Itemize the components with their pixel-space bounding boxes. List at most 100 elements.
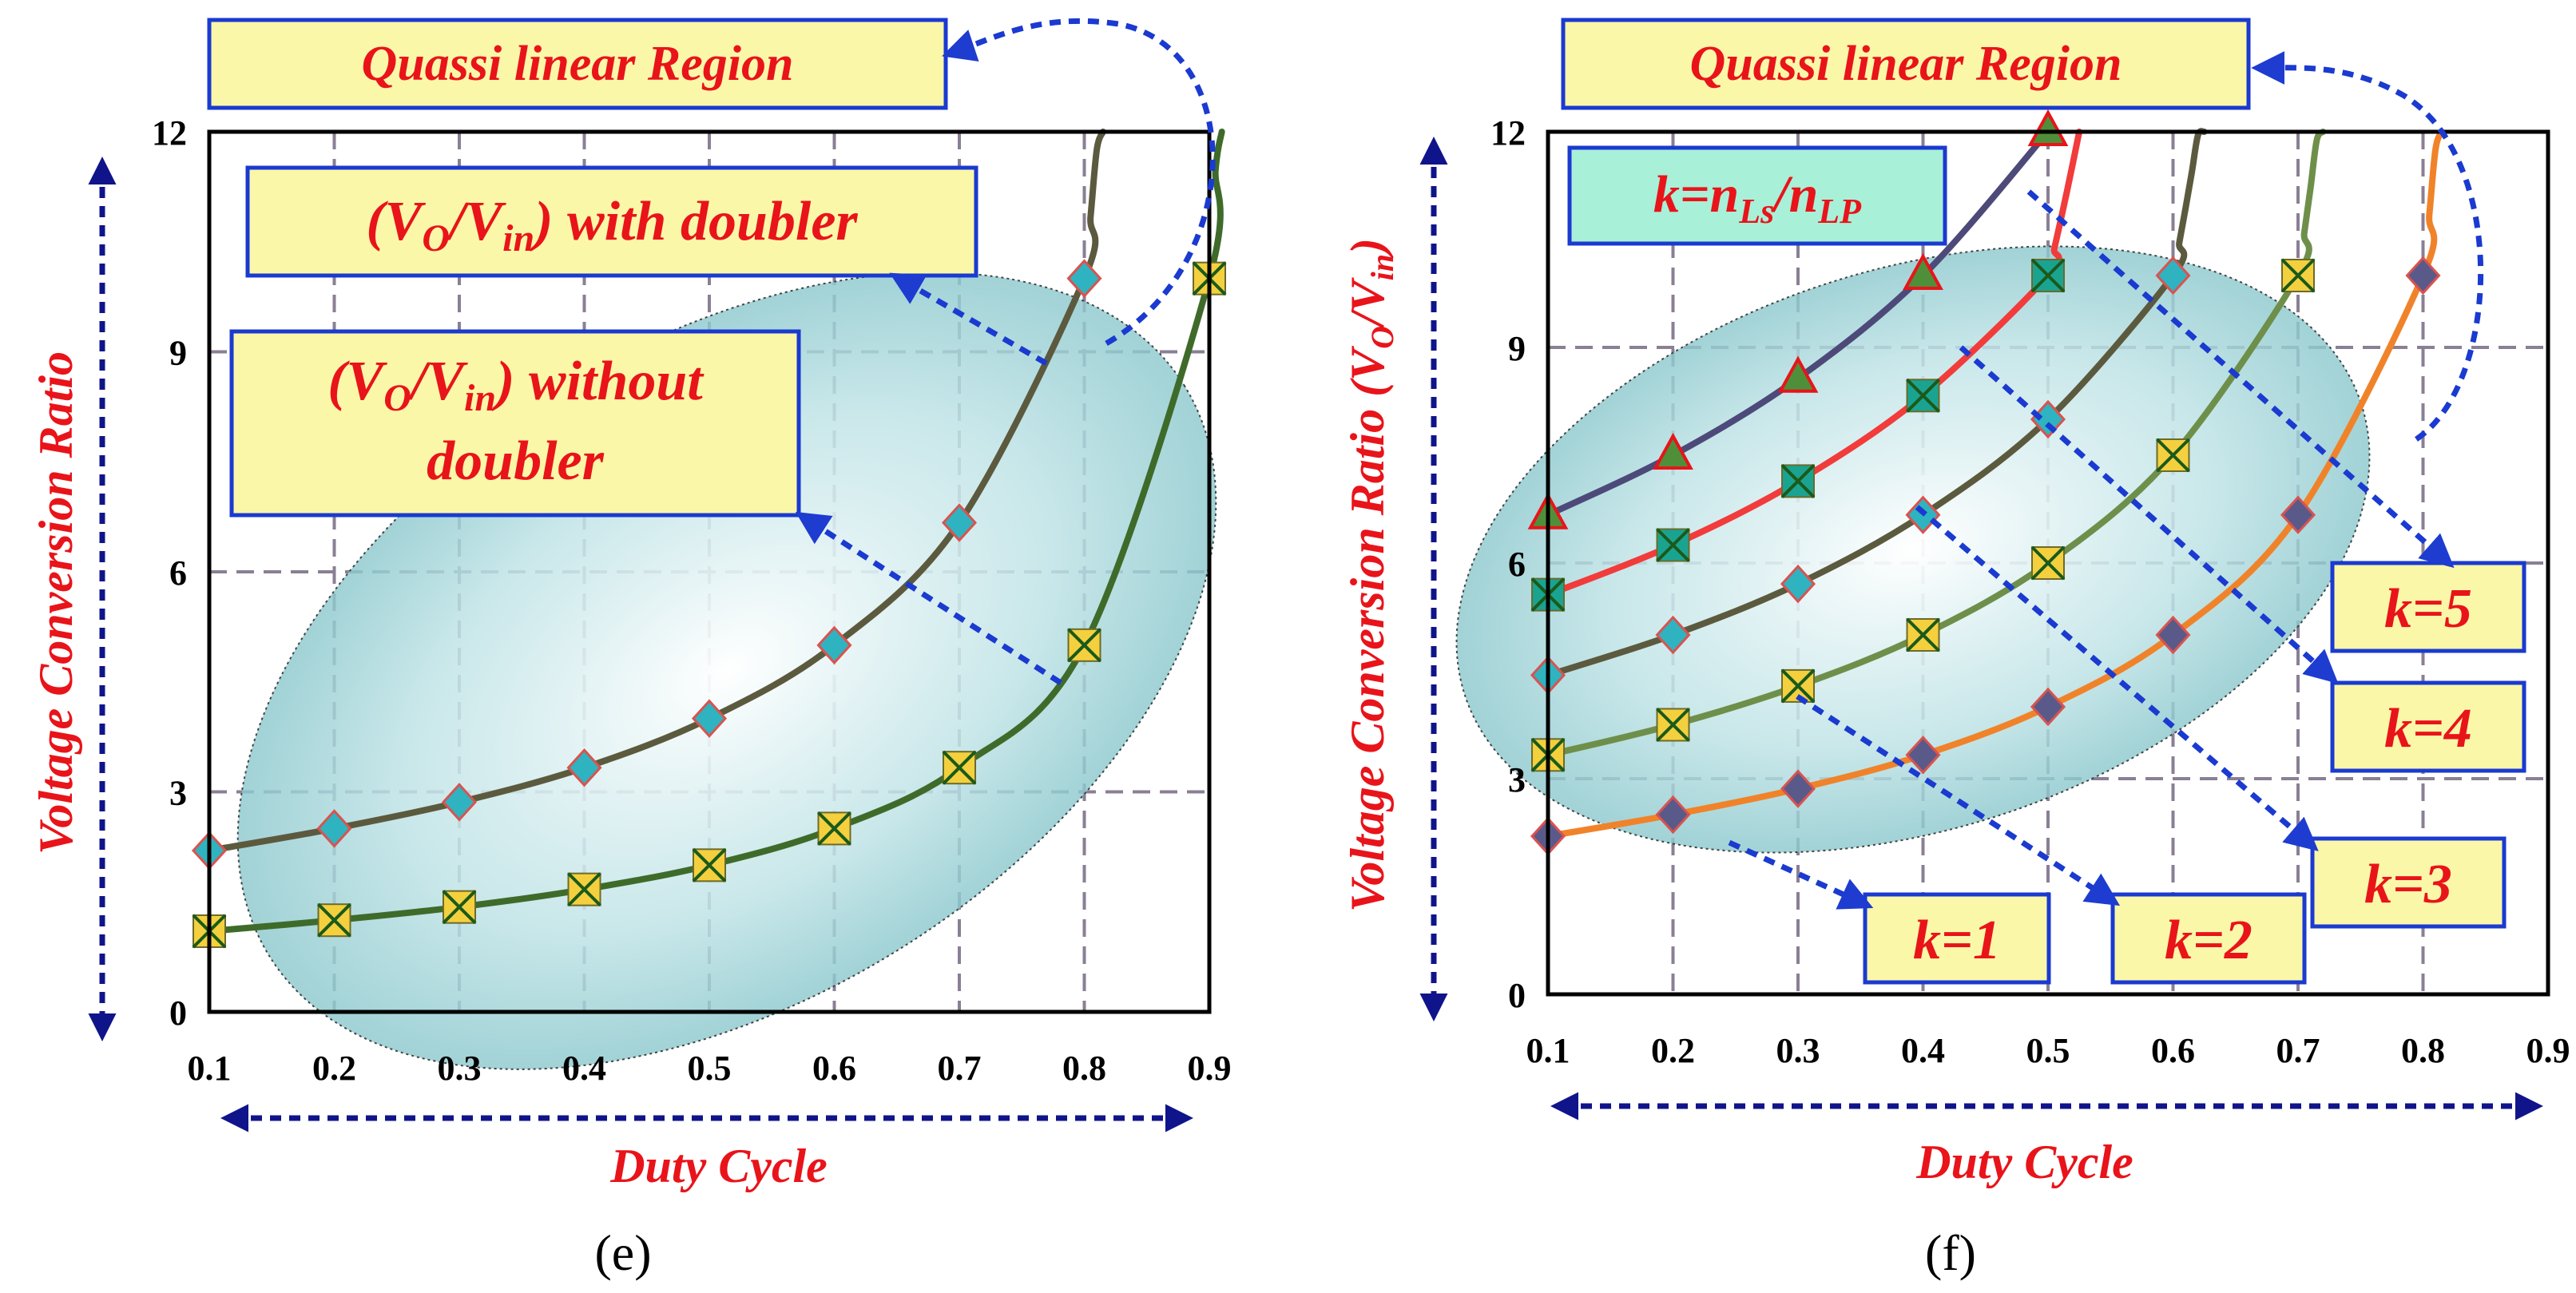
x-tick-label: 0.3 <box>1776 1031 1820 1070</box>
y-tick-label: 12 <box>1490 113 1526 153</box>
x-tick-label: 0.1 <box>1526 1031 1570 1070</box>
marker-cross <box>1656 708 1690 742</box>
chart-e-without-doubler-label-1: (VO/Vin) without <box>327 351 705 419</box>
chart-f-caption: (f) <box>1925 1224 1976 1281</box>
chart-e-ticks: 0.1 0.2 0.3 0.4 0.5 0.6 0.7 0.8 0.9 0 3 6 9 12 <box>152 113 1232 1088</box>
data-point-e-1-2 <box>442 890 477 925</box>
data-point-f-4-2 <box>1777 355 1819 393</box>
chart-f-k1-label: k=1 <box>1913 910 2001 971</box>
data-point-e-0-4 <box>691 699 728 738</box>
data-point-e-1-1 <box>317 902 351 938</box>
marker-cross <box>817 811 851 846</box>
marker-cross <box>2030 258 2066 293</box>
chart-e-plot-frame <box>207 129 1212 1014</box>
data-point-f-4-4 <box>2027 109 2069 146</box>
chart-e-xlabel: Duty Cycle <box>609 1140 828 1192</box>
y-tick-label: 9 <box>169 334 187 373</box>
x-tick-label: 0.4 <box>562 1049 606 1088</box>
marker-cross <box>1906 617 1940 652</box>
data-point-f-2-5 <box>2155 256 2191 295</box>
marker-cross <box>1656 528 1690 562</box>
chart-f-region-arrow <box>2251 50 2484 442</box>
x-tick-label: 0.5 <box>688 1049 732 1088</box>
chart-f-k2-label: k=2 <box>2165 910 2253 971</box>
data-point-e-0-2 <box>441 783 478 822</box>
x-tick-label: 0.6 <box>812 1049 856 1088</box>
data-point-f-4-1 <box>1653 432 1693 470</box>
chart-f-k2-box <box>2110 892 2307 985</box>
chart-f-ylabel: Voltage Conversion Ratio (VO/Vin) <box>1341 238 1400 912</box>
series-line-f-2 <box>1545 128 2208 679</box>
chart-f-k3-box <box>2310 836 2507 929</box>
y-tick-label: 6 <box>169 553 187 593</box>
marker-cross <box>2030 545 2066 581</box>
data-point-e-0-6 <box>941 503 978 542</box>
x-tick-label: 0.2 <box>312 1049 356 1088</box>
chart-f-plot-frame <box>1546 129 2550 997</box>
chart-f-k1-arrow <box>1728 839 1874 910</box>
x-tick-label: 0.7 <box>938 1049 982 1088</box>
y-tick-label: 9 <box>1508 329 1526 368</box>
y-tick-label: 3 <box>1508 760 1526 799</box>
data-point-e-1-7 <box>1067 628 1101 663</box>
marker-cross <box>2280 258 2316 293</box>
data-point-f-3-3 <box>1906 378 1940 413</box>
data-point-f-0-7 <box>2405 256 2441 295</box>
data-point-e-1-6 <box>942 750 977 785</box>
chart-e-with-doubler-label: (VO/Vin) with doubler <box>366 191 858 260</box>
marker-cross <box>567 872 601 907</box>
chart-e-without-doubler-arrow <box>795 511 1062 685</box>
data-point-f-1-5 <box>2156 438 2190 473</box>
chart-f-k5-arrow <box>2026 189 2455 569</box>
chart-f: 0.1 0.2 0.3 0.4 0.5 0.6 0.7 0.8 0.9 0 3 6 9 12 Voltag… <box>1341 18 2570 1281</box>
chart-f-kdef-label: k=nLs/nLP <box>1653 165 1862 231</box>
data-point-f-1-1 <box>1656 708 1690 742</box>
x-tick-label: 0.8 <box>1062 1049 1106 1088</box>
marker-cross <box>1906 378 1940 413</box>
data-point-f-0-6 <box>2280 495 2316 534</box>
marker-cross <box>1780 463 1816 498</box>
data-point-f-3-4 <box>2030 258 2066 293</box>
x-tick-label: 0.1 <box>188 1049 232 1088</box>
chart-f-region-label: Quassi linear Region <box>1690 37 2122 91</box>
y-tick-label: 12 <box>152 113 187 153</box>
x-tick-label: 0.8 <box>2401 1031 2445 1070</box>
x-tick-label: 0.3 <box>438 1049 482 1088</box>
chart-e-with-doubler-box <box>245 165 978 278</box>
chart-e-without-doubler-box <box>229 329 801 518</box>
chart-e: 0.1 0.2 0.3 0.4 0.5 0.6 0.7 0.8 0.9 0 3 6 9 12 Voltag… <box>30 18 1232 1281</box>
chart-e-region-box <box>207 18 948 110</box>
data-point-f-2-2 <box>1780 564 1816 604</box>
x-tick-label: 0.9 <box>1188 1049 1232 1088</box>
chart-f-k4-arrow <box>1959 345 2339 684</box>
x-tick-label: 0.7 <box>2276 1031 2320 1070</box>
chart-f-ticks: 0.1 0.2 0.3 0.4 0.5 0.6 0.7 0.8 0.9 0 3 6 9 12 <box>1490 113 2570 1070</box>
chart-e-without-doubler-label-2: doubler <box>427 430 604 492</box>
chart-f-k5-box <box>2330 561 2526 653</box>
chart-f-xlabel: Duty Cycle <box>1915 1136 2133 1188</box>
marker-cross <box>942 750 977 785</box>
marker-cross <box>317 902 351 938</box>
data-point-f-0-4 <box>2030 687 2066 727</box>
chart-f-k4-box <box>2330 680 2526 773</box>
series-line-f-1 <box>1545 129 2327 759</box>
data-point-f-0-3 <box>1905 736 1941 775</box>
data-point-e-1-5 <box>817 811 851 846</box>
data-point-f-3-2 <box>1780 463 1816 498</box>
chart-f-kdef-box <box>1567 145 1947 246</box>
chart-f-series <box>1527 109 2445 856</box>
marker-cross <box>442 890 477 925</box>
chart-f-k1-box <box>1863 892 2051 985</box>
data-point-f-4-3 <box>1903 252 1943 290</box>
marker-cross <box>1780 668 1816 704</box>
y-tick-label: 6 <box>1508 545 1526 584</box>
chart-e-ylabel: Voltage Conversion Ratio <box>30 351 82 855</box>
data-point-e-0-3 <box>566 748 602 787</box>
y-tick-label: 3 <box>169 774 187 813</box>
data-point-f-0-1 <box>1655 795 1691 835</box>
x-tick-label: 0.6 <box>2151 1031 2195 1070</box>
x-tick-label: 0.4 <box>1901 1031 1945 1070</box>
data-point-e-1-4 <box>692 847 727 882</box>
y-tick-label: 0 <box>1508 976 1526 1015</box>
